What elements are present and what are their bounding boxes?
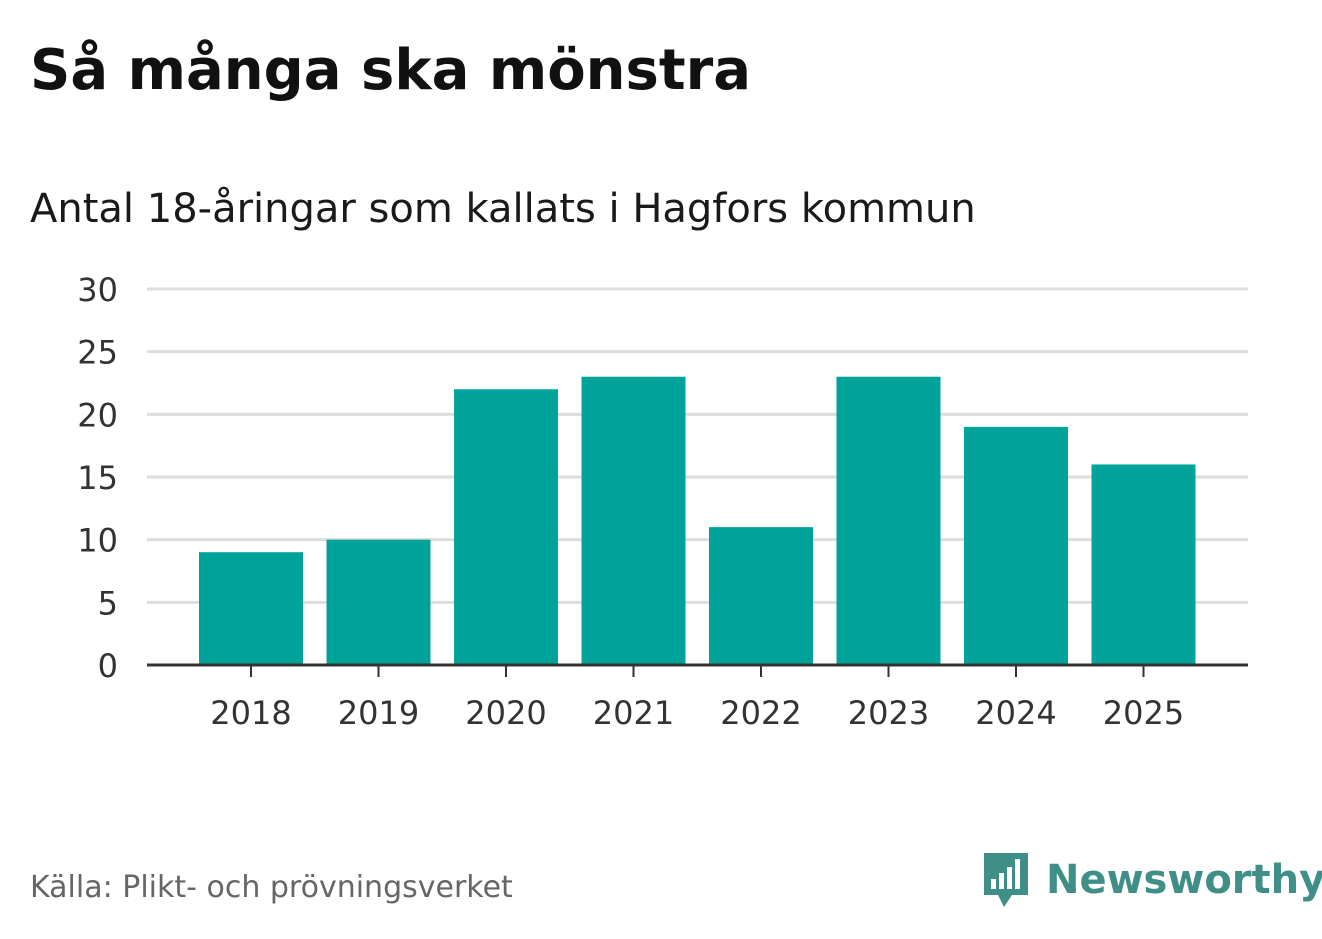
x-tick-label: 2025 [1103,694,1184,732]
x-axis [147,663,1248,677]
y-tick-label: 30 [77,271,118,309]
bars [199,376,1196,665]
bar-2019 [326,539,431,665]
bar-2021 [581,376,686,665]
y-tick-label: 0 [98,647,118,685]
y-axis-tick-labels: 0 5 10 15 20 25 30 [77,271,118,685]
x-tick-label: 2018 [210,694,291,732]
x-tick-label: 2022 [720,694,801,732]
bar-2018 [199,552,303,665]
y-tick-label: 20 [77,396,118,434]
bar-2022 [709,527,813,665]
x-tick-label: 2019 [338,694,419,732]
gridlines [147,287,1248,604]
bar-chart-speech-bubble-icon [984,853,1028,907]
source-note: Källa: Plikt- och prövningsverket [30,870,513,905]
bar-2023 [836,376,941,665]
chart-title: Så många ska mönstra [30,38,752,103]
y-tick-label: 10 [77,522,118,560]
newsworthy-logo[interactable]: Newsworthy [980,848,1322,912]
x-tick-label: 2024 [975,694,1056,732]
x-axis-tick-labels: 2018 2019 2020 2021 2022 2023 2024 2025 [210,694,1184,732]
x-tick-label: 2021 [593,694,674,732]
bar-2024 [964,426,1068,665]
x-tick-label: 2020 [465,694,546,732]
chart-subtitle: Antal 18-åringar som kallats i Hagfors k… [30,186,976,232]
bar-2020 [454,389,558,665]
brand-name: Newsworthy [1046,857,1322,903]
y-tick-label: 15 [77,459,118,497]
y-tick-label: 25 [77,334,118,372]
bar-2025 [1091,464,1196,665]
x-tick-label: 2023 [848,694,929,732]
y-tick-label: 5 [98,584,118,622]
